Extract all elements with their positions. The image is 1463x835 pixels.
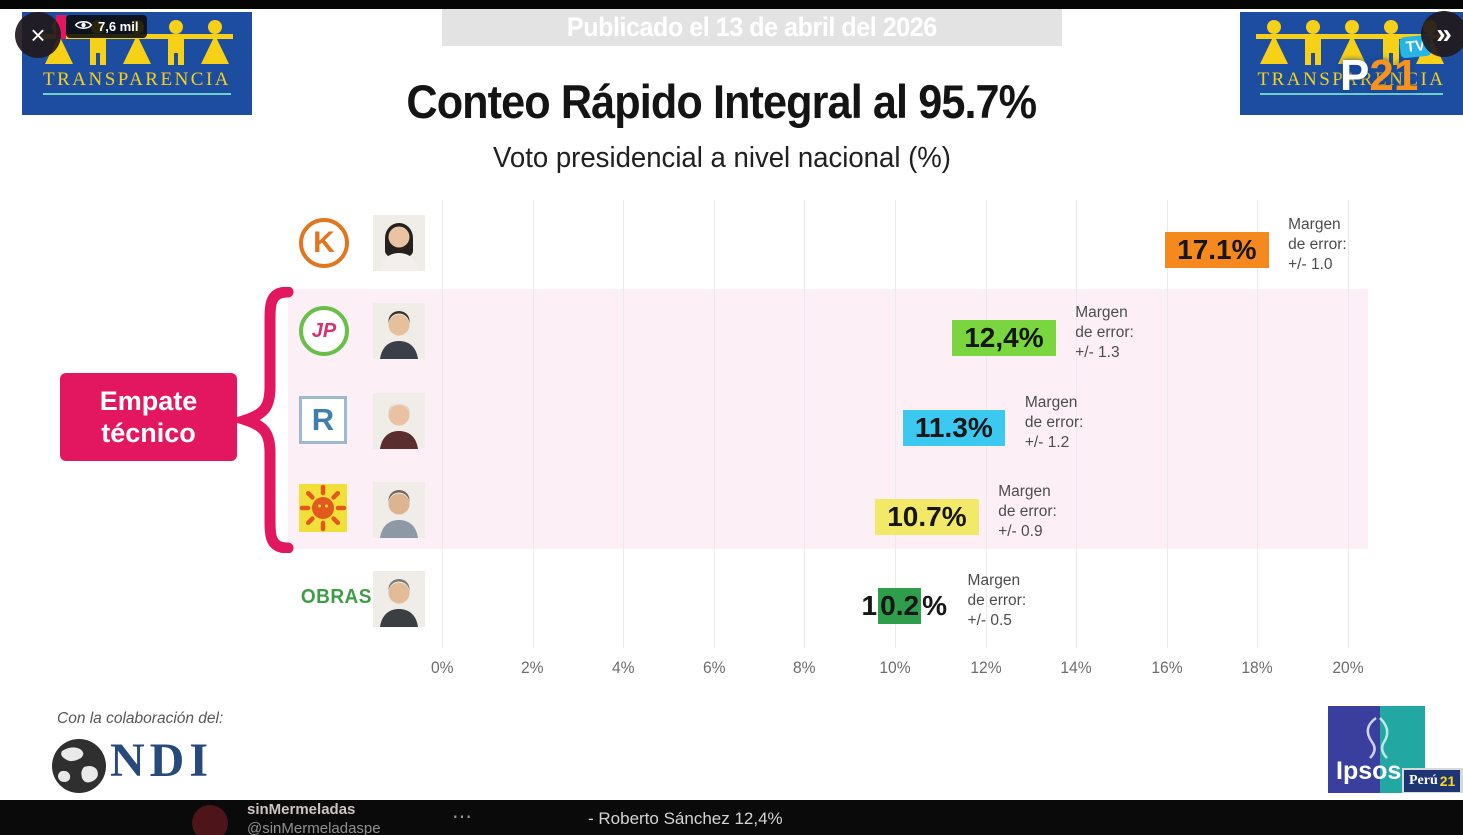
gridline <box>442 200 443 648</box>
result-bar-label: 12,4% <box>952 320 1056 356</box>
margin-of-error-text: Margen de error: +/- 0.5 <box>967 572 1027 629</box>
party-logo-jp-icon: JP <box>299 306 349 356</box>
gridline <box>1348 200 1349 648</box>
face-profiles-icon <box>1366 716 1389 759</box>
x-axis-tick-label: 4% <box>611 658 635 677</box>
x-axis-tick-label: 12% <box>969 658 1002 677</box>
gridline <box>1076 200 1078 648</box>
eye-icon <box>74 19 93 34</box>
x-axis-tick-label: 18% <box>1241 658 1274 677</box>
x-axis-tick-label: 2% <box>521 658 544 677</box>
margin-of-error-text: Margen de error: +/- 1.0 <box>1288 216 1347 273</box>
transparencia-label: TRANSPARENCIA <box>1257 69 1446 90</box>
gridline <box>532 200 534 648</box>
gridline <box>895 200 896 648</box>
candidate-photo <box>373 571 425 627</box>
margin-of-error-text: Margen de error: +/- 1.3 <box>1075 304 1134 361</box>
account-handle[interactable]: @sinMermeladaspe <box>247 820 381 835</box>
globe-icon <box>52 739 106 793</box>
more-options-button[interactable]: ⋯ <box>452 806 472 828</box>
x-axis-tick-label: 8% <box>793 658 816 677</box>
logo-underline <box>1260 93 1443 95</box>
party-logo-obras-icon: OBRAS <box>300 586 372 608</box>
result-bar-label: 11.3% <box>902 410 1005 446</box>
tie-brace-icon <box>236 287 294 553</box>
result-bar-label: 10.7% <box>875 499 979 535</box>
view-count-label: 7,6 mil <box>98 19 139 34</box>
post-text-fragment: - Roberto Sánchez 12,4% <box>588 809 783 828</box>
ipsos-wordmark: Ipsos <box>1336 757 1402 785</box>
ndi-logo: NDI <box>110 734 214 787</box>
gridline <box>1257 200 1259 648</box>
view-count-badge: 7,6 mil <box>66 15 148 38</box>
gridline <box>623 200 625 648</box>
x-axis-tick-label: 16% <box>1151 658 1183 677</box>
p21-logo: P21 <box>1340 51 1419 100</box>
close-icon: × <box>30 19 46 50</box>
x-axis-tick-label: 20% <box>1332 658 1364 677</box>
party-logo-r-icon: R <box>299 396 347 444</box>
logo-underline <box>42 93 232 95</box>
result-bar-label: 1 0.2% <box>861 588 948 624</box>
candidate-photo <box>373 482 425 538</box>
top-black-bar <box>0 0 1463 9</box>
candidate-photo <box>373 303 425 359</box>
x-axis-tick-label: 0% <box>430 658 454 677</box>
account-display-name[interactable]: sinMermeladas <box>247 801 356 818</box>
transparencia-label: TRANSPARENCIA <box>42 69 232 90</box>
live-indicator <box>56 15 66 39</box>
collaboration-label: Con la colaboración del: <box>57 710 224 727</box>
x-axis-tick-label: 6% <box>702 658 726 677</box>
tie-label-box: Empate técnico <box>60 373 237 461</box>
peru21-badge: Perú 21 <box>1404 770 1461 792</box>
avatar[interactable] <box>192 805 228 835</box>
party-logo-sun-icon <box>299 484 347 532</box>
chevron-right-icon: » <box>1436 18 1452 49</box>
party-logo-k-icon: K <box>299 218 349 268</box>
x-axis-tick-label: 14% <box>1060 658 1092 677</box>
page-subtitle: Voto presidencial a nivel nacional (%) <box>492 142 951 174</box>
close-button[interactable]: × <box>15 12 61 58</box>
ipsos-logo: Ipsos <box>1328 706 1425 793</box>
gridline <box>1166 200 1168 648</box>
gridline <box>804 200 806 648</box>
gridline <box>713 200 715 648</box>
tie-highlight-band <box>288 289 1368 549</box>
published-banner: Publicado el 13 de abril del 2026 <box>442 9 1062 46</box>
page-title: Conteo Rápido Integral al 95.7% <box>406 75 1038 128</box>
result-bar-label: 17.1% <box>1165 232 1269 268</box>
bottom-social-strip: sinMermeladas @sinMermeladaspe ⋯ - Rober… <box>0 800 1463 835</box>
margin-of-error-text: Margen de error: +/- 0.9 <box>998 483 1057 540</box>
candidate-photo <box>373 215 425 271</box>
next-button[interactable]: » <box>1421 11 1463 57</box>
x-axis-tick-label: 10% <box>879 658 911 677</box>
candidate-photo <box>373 393 425 449</box>
margin-of-error-text: Margen de error: +/- 1.2 <box>1024 394 1084 451</box>
